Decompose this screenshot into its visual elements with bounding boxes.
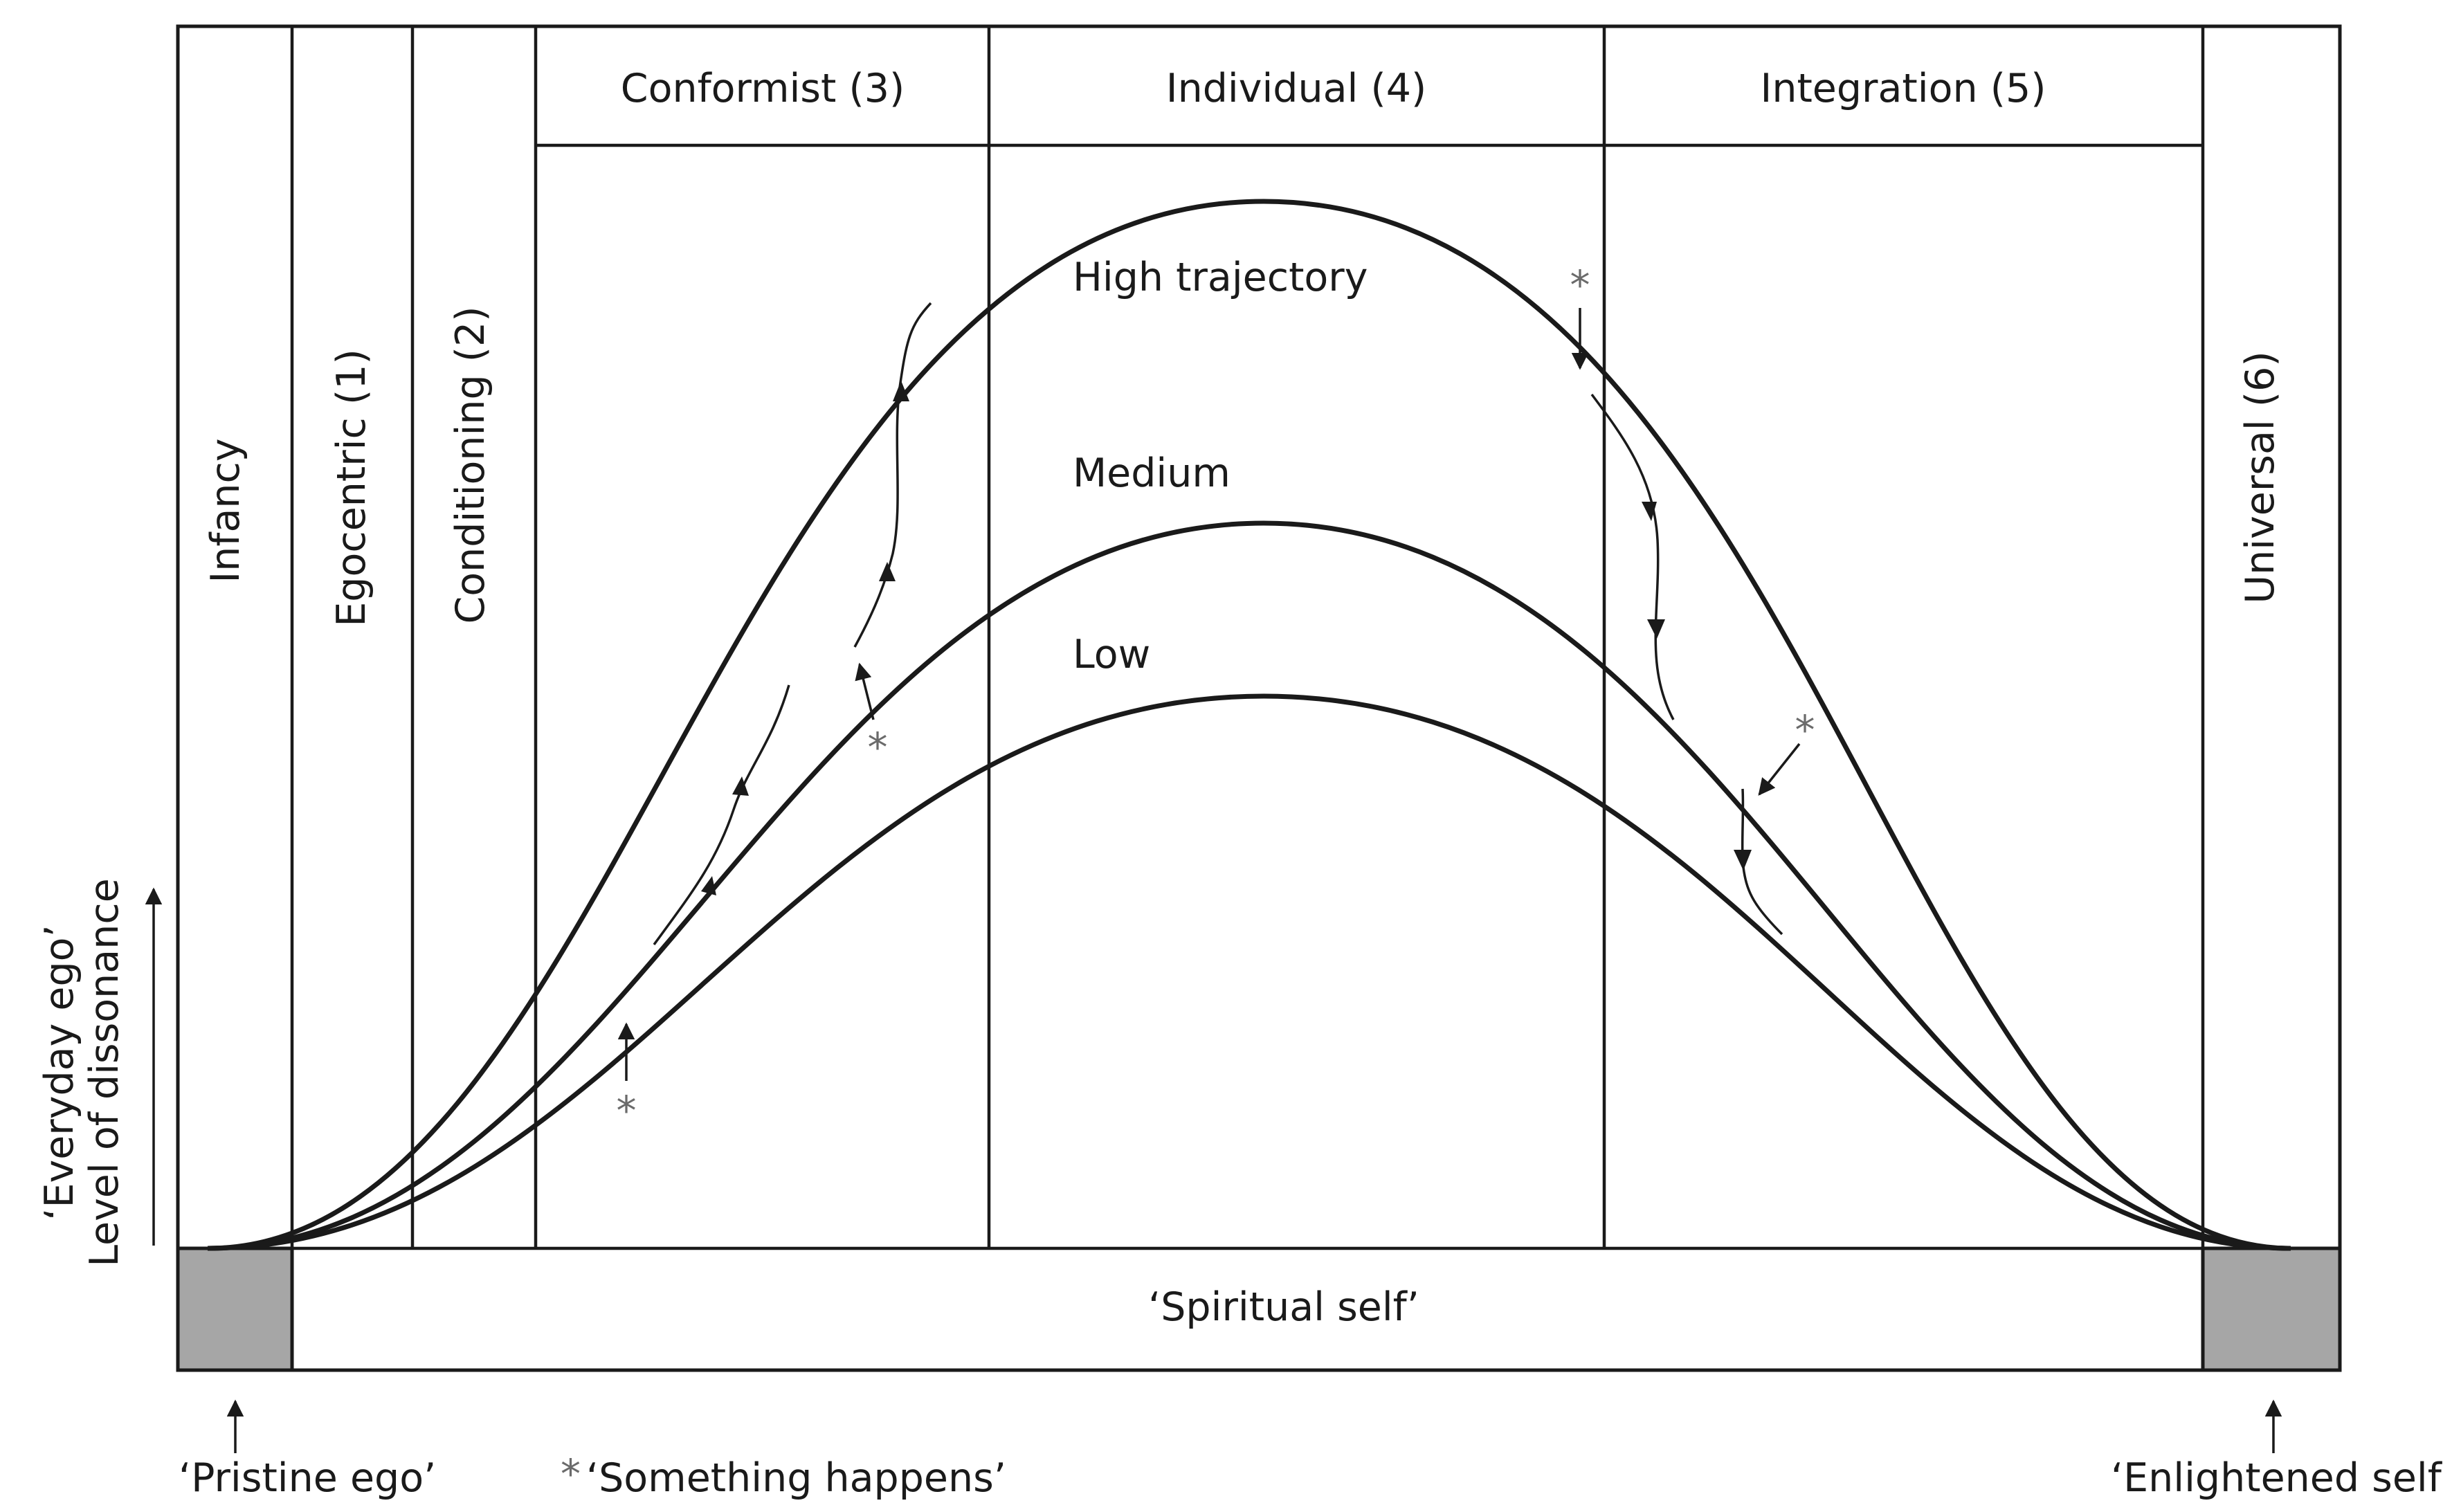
header-integration: Integration (5) [1761,66,2046,111]
label-medium: Medium [1073,450,1230,496]
stage-conditioning: Conditioning (2) [448,306,493,623]
path-arrowhead [701,876,716,895]
path-arrowhead [732,776,749,796]
y-axis-label-line1: ‘Everyday ego’ [37,924,82,1220]
footer-star: * [561,1450,581,1497]
stage-egocentric: Egocentric (1) [329,349,374,626]
medium-to-high-transition [853,302,932,648]
diagram-frame [176,24,2342,1372]
footer-enlightened-self: ‘Enlightened self’ [2111,1455,2443,1501]
stage-infancy: Infancy [203,438,248,583]
footer-something-happens: ‘Something happens’ [586,1455,1006,1501]
y-axis-label-line2: Level of dissonance [82,878,127,1267]
label-high-trajectory: High trajectory [1073,255,1368,300]
low-trajectory-curve [207,693,2291,1251]
enlightened-self-box [2201,1246,2342,1372]
low-to-medium-transition [653,684,790,946]
something-happens-arrow-4 [1758,743,1801,796]
medium-trajectory-curve [207,520,2291,1251]
star-marker: * [1570,262,1590,309]
label-low: Low [1073,632,1150,677]
header-conformist: Conformist (3) [621,66,905,111]
path-arrowhead [893,381,909,401]
high-to-medium-transition [1590,393,1675,720]
medium-to-low-transition [1741,788,1783,936]
pristine-ego-box [176,1246,294,1372]
path-arrowhead [879,562,896,581]
star-marker: * [868,724,888,771]
label-spiritual-self: ‘Spiritual self’ [1148,1284,1419,1330]
path-arrowhead [1647,619,1665,639]
path-arrowhead [1642,502,1657,521]
something-happens-arrow-2 [855,662,875,720]
path-arrowhead [1734,850,1752,871]
star-marker: * [617,1087,637,1134]
stage-universal: Universal (6) [2237,351,2283,603]
header-individual: Individual (4) [1166,66,1426,111]
star-marker: * [1795,707,1815,754]
high-trajectory-curve [207,199,2291,1251]
footer-pristine-ego: ‘Pristine ego’ [179,1455,436,1501]
